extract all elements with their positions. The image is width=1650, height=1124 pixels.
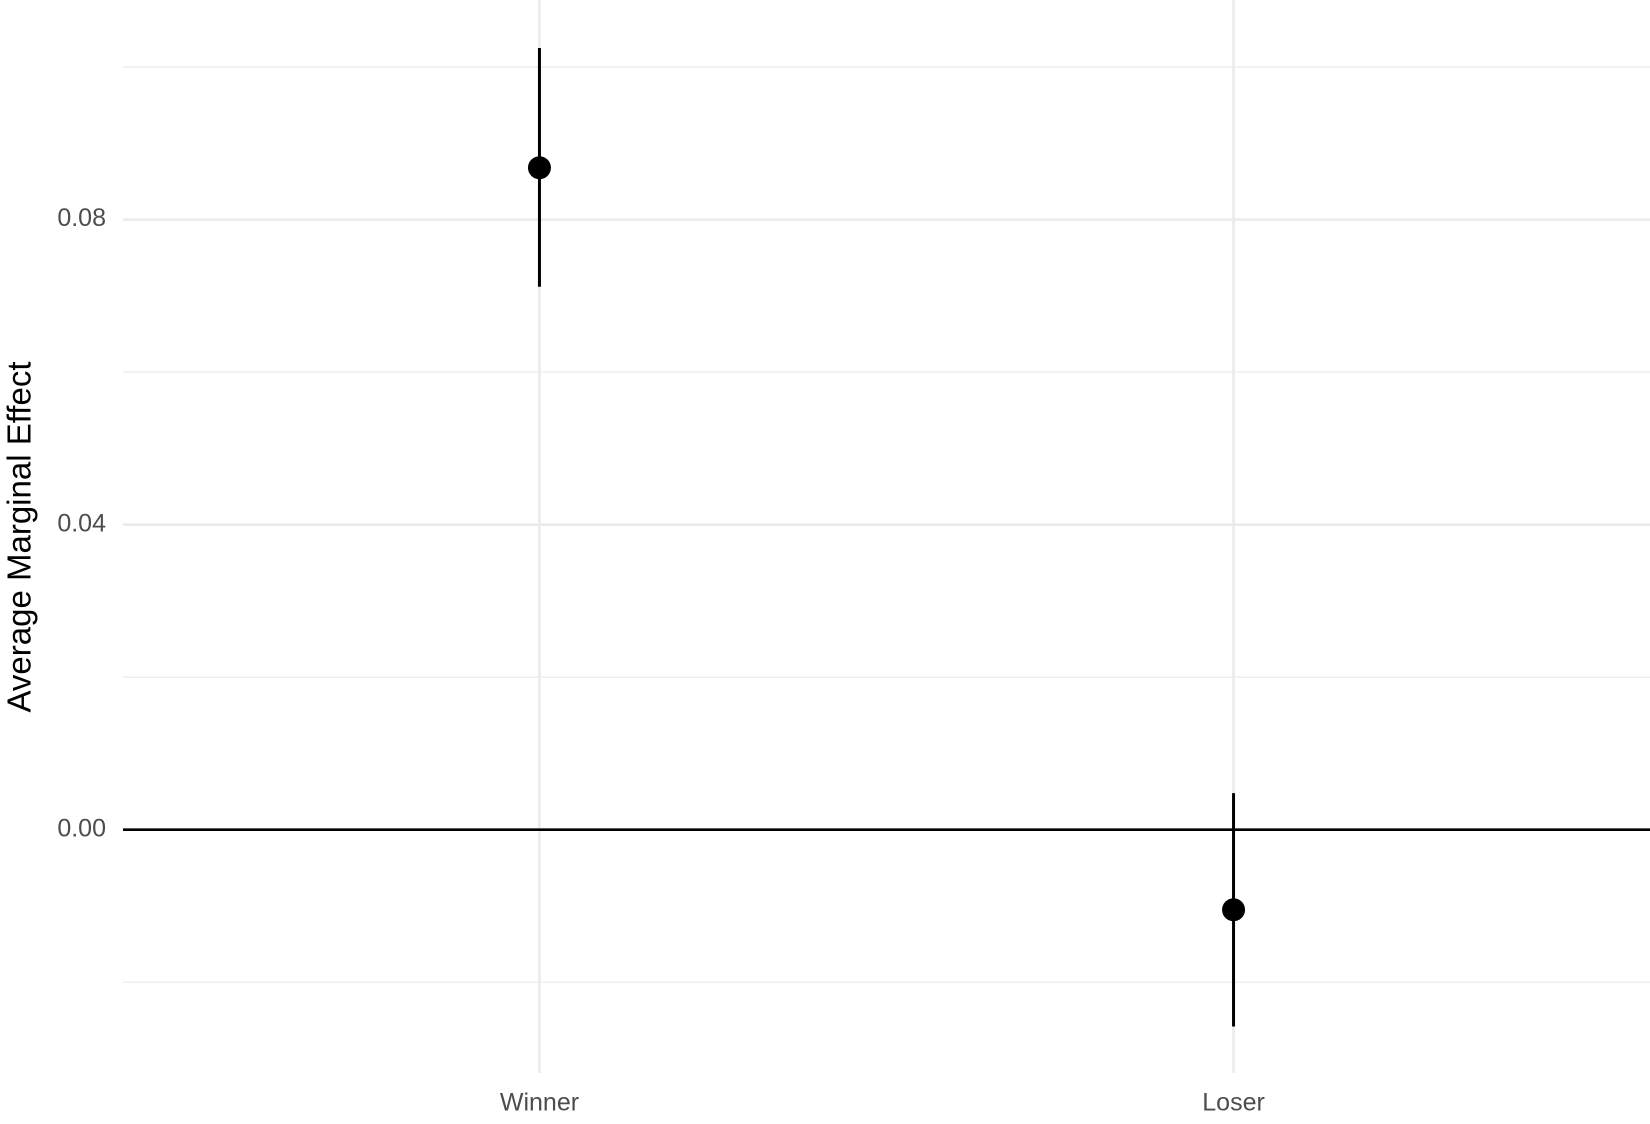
point [1222,898,1246,922]
point [527,156,551,180]
y-tick-label: 0.04 [57,509,106,537]
y-tick-label: 0.08 [57,204,106,232]
y-axis-label: Average Marginal Effect [1,362,38,713]
y-tick-label: 0.00 [57,814,106,842]
x-tick-label: Loser [1202,1089,1265,1117]
x-tick-label: Winner [500,1089,579,1117]
